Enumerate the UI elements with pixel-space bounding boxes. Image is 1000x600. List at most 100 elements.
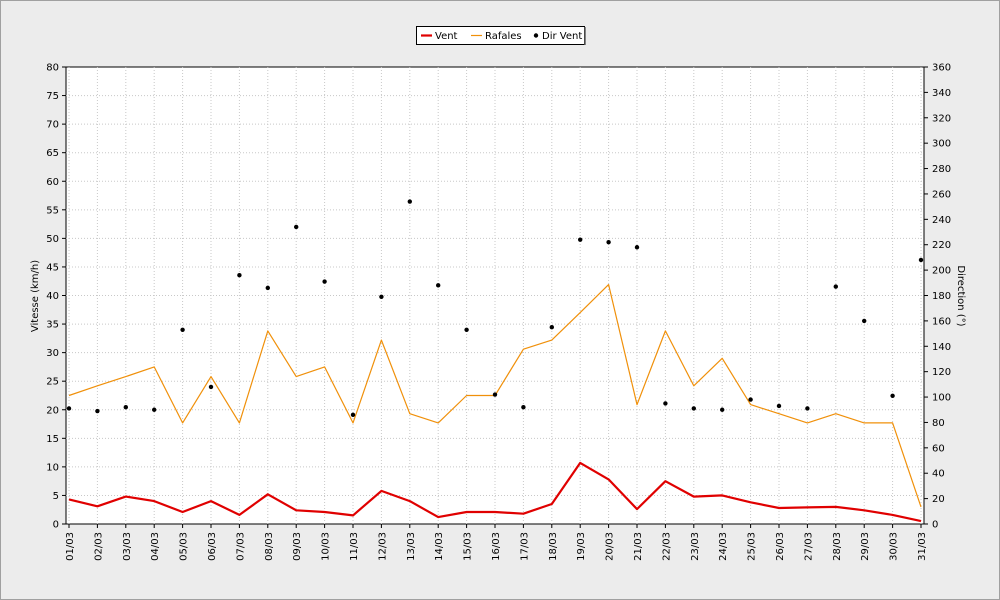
right-tick-label: 100 [932, 393, 951, 404]
x-tick-label: 24/03 [718, 532, 729, 561]
right-tick-label: 140 [932, 342, 951, 353]
legend: Vent Rafales Dir Vent [416, 26, 586, 45]
x-tick-label: 19/03 [576, 532, 587, 561]
x-tick-label: 07/03 [235, 532, 246, 561]
x-tick-label: 21/03 [633, 532, 644, 561]
left-tick-label: 70 [46, 120, 59, 131]
left-tick-label: 0 [53, 520, 59, 531]
right-tick-label: 260 [932, 189, 951, 200]
x-tick-label: 26/03 [775, 532, 786, 561]
left-tick-label: 5 [53, 491, 59, 502]
left-tick-label: 75 [46, 91, 59, 102]
point-dir-vent [350, 412, 356, 418]
x-tick-label: 12/03 [377, 532, 388, 561]
right-axis-title: Direction (°) [955, 265, 966, 326]
x-tick-label: 23/03 [690, 532, 701, 561]
x-tick-label: 01/03 [65, 532, 76, 561]
point-dir-vent [152, 407, 157, 412]
right-tick-label: 360 [932, 63, 951, 74]
right-tick-label: 280 [932, 164, 951, 175]
right-tick-label: 300 [932, 139, 951, 150]
series-line-vent [68, 461, 922, 523]
x-tick-label: 27/03 [803, 532, 814, 561]
grid [66, 67, 924, 524]
x-tick-label: 20/03 [605, 532, 616, 561]
right-tick-label: 240 [932, 215, 951, 226]
left-tick-label: 30 [46, 348, 59, 359]
point-dir-vent [521, 405, 526, 410]
point-dir-vent [464, 327, 469, 332]
left-tick-label: 35 [46, 320, 59, 331]
x-tick-label: 08/03 [264, 532, 275, 561]
left-tick-label: 25 [46, 377, 59, 388]
right-tick-label: 180 [932, 291, 951, 302]
x-tick-label: 13/03 [406, 532, 417, 561]
point-dir-vent [379, 294, 384, 299]
point-dir-vent [492, 392, 498, 397]
point-dir-vent [578, 237, 583, 242]
x-tick-label: 11/03 [349, 532, 360, 561]
left-tick-label: 55 [46, 205, 59, 216]
left-tick-label: 65 [46, 148, 59, 159]
x-tick-label: 05/03 [179, 532, 190, 561]
x-tick-label: 25/03 [747, 532, 758, 561]
point-dir-vent [66, 406, 72, 411]
x-tick-label: 29/03 [860, 532, 871, 561]
x-tick-label: 17/03 [519, 532, 530, 561]
x-tick-label: 04/03 [150, 532, 161, 561]
point-dir-vent [294, 224, 299, 230]
point-dir-vent [720, 407, 725, 412]
point-dir-vent [436, 283, 441, 288]
x-tick-label: 31/03 [917, 532, 928, 561]
x-tick-label: 09/03 [292, 532, 303, 561]
right-tick-label: 40 [932, 469, 945, 480]
x-axis: 01/03 02/03 03/03 04/03 05/03 06/03 07/03 08/03… [65, 524, 928, 561]
x-tick-label: 15/03 [463, 532, 474, 561]
point-dir-vent [407, 199, 412, 204]
point-dir-vent [691, 406, 696, 411]
x-tick-label: 16/03 [491, 532, 502, 561]
x-tick-label: 14/03 [434, 532, 445, 561]
x-tick-label: 02/03 [93, 532, 104, 561]
point-dir-vent [123, 405, 128, 410]
left-tick-label: 10 [46, 462, 59, 473]
left-tick-label: 15 [46, 434, 59, 445]
right-tick-label: 220 [932, 240, 951, 251]
x-tick-label: 06/03 [207, 532, 218, 561]
right-tick-label: 340 [932, 88, 951, 99]
legend-label: Dir Vent [542, 31, 582, 42]
x-tick-label: 22/03 [661, 532, 672, 561]
x-tick-label: 03/03 [122, 532, 133, 561]
left-tick-label: 50 [46, 234, 59, 245]
x-tick-label: 10/03 [321, 532, 332, 561]
left-tick-label: 80 [46, 63, 59, 74]
left-tick-label: 60 [46, 177, 59, 188]
left-tick-label: 20 [46, 405, 59, 416]
left-tick-label: 40 [46, 291, 59, 302]
point-dir-vent [833, 284, 838, 289]
point-dir-vent [862, 318, 867, 324]
point-dir-vent [180, 327, 185, 332]
point-dir-vent [634, 245, 640, 250]
point-dir-vent [265, 285, 270, 291]
point-dir-vent [748, 397, 753, 402]
legend-swatch [533, 33, 539, 38]
point-dir-vent [776, 403, 782, 409]
point-dir-vent [606, 239, 611, 245]
series-layer [66, 199, 924, 523]
point-dir-vent [918, 257, 924, 263]
point-dir-vent [890, 393, 895, 398]
x-tick-label: 30/03 [889, 532, 900, 561]
x-tick-label: 18/03 [548, 532, 559, 561]
point-dir-vent [663, 401, 668, 406]
point-dir-vent [237, 272, 242, 278]
point-dir-vent [805, 406, 810, 411]
x-tick-label: 28/03 [832, 532, 843, 561]
right-axis: 0 20 40 60 80 100 120 140 160 180 200 220 240 260 280 3… [924, 63, 951, 531]
point-dir-vent [95, 408, 100, 414]
left-axis: 0 5 10 15 20 25 30 35 40 45 50 55 60 65 70 75 80 [46, 63, 66, 531]
point-dir-vent [549, 325, 554, 330]
right-tick-label: 60 [932, 443, 945, 454]
